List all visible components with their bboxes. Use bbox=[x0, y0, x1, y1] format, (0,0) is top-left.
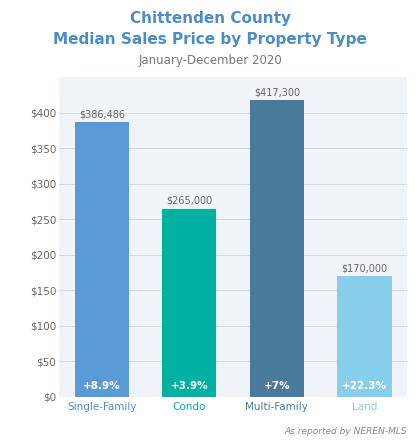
Text: +22.3%: +22.3% bbox=[342, 381, 387, 391]
Bar bbox=[75, 122, 129, 397]
Text: Chittenden County: Chittenden County bbox=[129, 11, 291, 26]
Text: $417,300: $417,300 bbox=[254, 88, 300, 97]
Text: +3.9%: +3.9% bbox=[171, 381, 208, 391]
Text: January-December 2020: January-December 2020 bbox=[138, 54, 282, 67]
Text: $265,000: $265,000 bbox=[166, 196, 213, 206]
Bar bbox=[250, 101, 304, 397]
Text: +8.9%: +8.9% bbox=[83, 381, 121, 391]
Text: +7%: +7% bbox=[264, 381, 290, 391]
Bar bbox=[162, 209, 216, 397]
Text: As reported by NEREN-MLS: As reported by NEREN-MLS bbox=[285, 427, 407, 436]
Text: Median Sales Price by Property Type: Median Sales Price by Property Type bbox=[53, 32, 367, 47]
Text: $170,000: $170,000 bbox=[341, 263, 388, 273]
Text: $386,486: $386,486 bbox=[79, 109, 125, 120]
Bar bbox=[337, 276, 391, 397]
